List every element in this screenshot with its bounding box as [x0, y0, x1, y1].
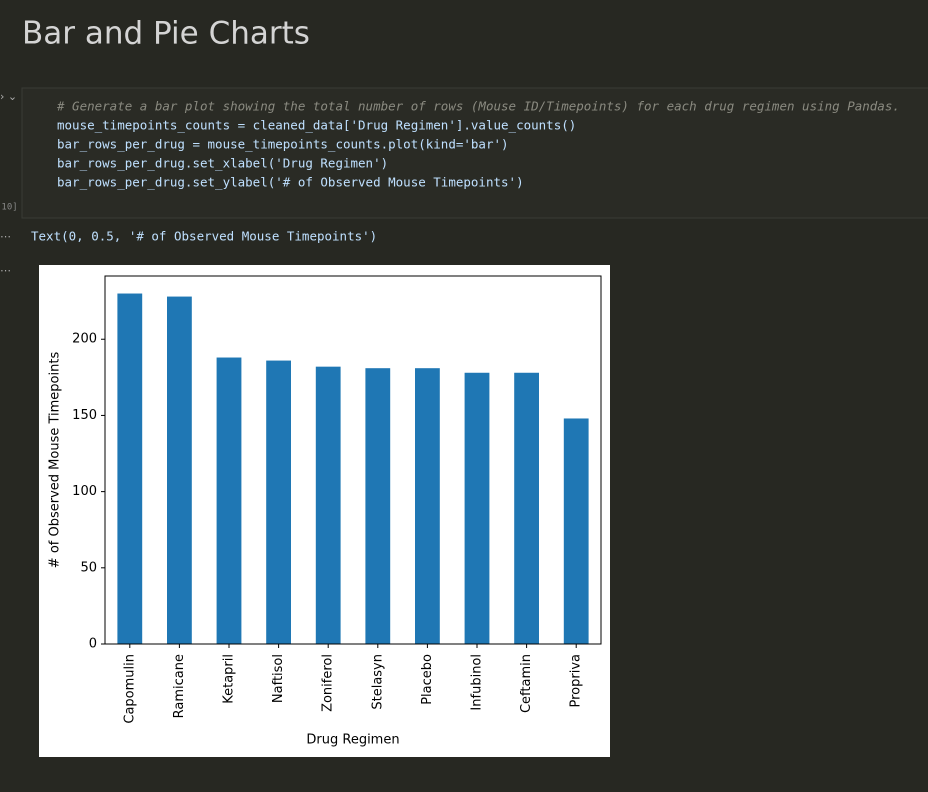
y-tick-label: 100 — [72, 484, 97, 499]
bar — [514, 372, 539, 644]
y-tick-label: 150 — [72, 408, 97, 423]
output-menu[interactable]: ⋯ — [0, 264, 11, 277]
heading: Bar and Pie Charts — [22, 16, 310, 52]
code-cell[interactable] — [21, 87, 928, 219]
x-tick-label: Stelasyn — [370, 654, 385, 710]
collapse-icon[interactable]: › ⌄ — [0, 90, 17, 103]
code-comment: # Generate a bar plot showing the total … — [56, 99, 900, 114]
x-tick-label: Capomulin — [122, 654, 137, 724]
x-tick-label: Ceftamin — [519, 654, 534, 713]
bar — [415, 368, 440, 644]
code-line: mouse_timepoints_counts = cleaned_data['… — [57, 118, 576, 133]
bar — [464, 372, 490, 644]
y-tick-label: 50 — [80, 560, 97, 575]
bar — [563, 418, 589, 644]
x-tick-label: Infubinol — [470, 654, 485, 711]
bar — [315, 366, 341, 644]
bar — [117, 293, 143, 644]
bar — [167, 296, 192, 644]
chart: 0 50 100 150 200 Capomulin Ramicane Ketapril Naf… — [48, 275, 602, 748]
output-menu[interactable]: ⋯ — [0, 230, 11, 243]
x-tick-label: Propriva — [569, 654, 584, 708]
y-axis-label: # of Observed Mouse Timepoints — [48, 352, 63, 569]
x-tick-label: Placebo — [420, 654, 435, 705]
code-line: bar_rows_per_drug = mouse_timepoints_cou… — [57, 137, 509, 152]
x-tick-label: Ramicane — [172, 654, 187, 718]
y-tick-label: 200 — [72, 332, 97, 347]
code: # Generate a bar plot showing the total … — [56, 99, 900, 190]
code-line: bar_rows_per_drug.set_xlabel('Drug Regim… — [57, 156, 388, 171]
x-tick-label: Zoniferol — [321, 654, 336, 712]
bar — [365, 368, 391, 644]
x-tick-label: Ketapril — [222, 654, 237, 704]
x-tick-label: Naftisol — [271, 654, 286, 703]
output-text: Text(0, 0.5, '# of Observed Mouse Timepo… — [31, 229, 377, 244]
execution-count: [10] — [0, 203, 18, 213]
x-axis-label: Drug Regimen — [306, 733, 399, 748]
y-tick-label: 0 — [89, 637, 97, 652]
bar — [266, 360, 291, 644]
plot-frame — [104, 275, 602, 645]
bar — [216, 357, 242, 644]
code-line: bar_rows_per_drug.set_ylabel('# of Obser… — [57, 175, 524, 190]
